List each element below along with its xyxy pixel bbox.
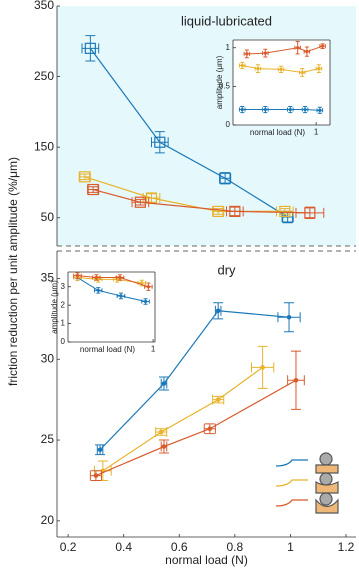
y-tick-label: 0 (61, 337, 66, 346)
marker (260, 365, 265, 370)
marker (229, 205, 241, 218)
marker (286, 314, 292, 320)
icon-curve (275, 499, 308, 507)
series-line (77, 277, 142, 284)
y-axis-label: friction reduction per unit amplitude (%… (6, 157, 20, 386)
x-axis-label: normal load (N) (80, 345, 135, 354)
marker (158, 429, 164, 435)
marker (161, 444, 167, 449)
marker (263, 51, 267, 55)
icon-flat (315, 464, 339, 474)
x-tick-label: 1 (314, 127, 319, 136)
icon-groove (315, 480, 339, 494)
marker (96, 288, 100, 293)
series-line (99, 310, 290, 451)
y-tick-label: 0 (226, 120, 231, 129)
x-axis-label: normal load (N) (165, 553, 248, 567)
y-tick-label: 35 (41, 271, 55, 285)
marker (263, 107, 267, 112)
y-tick-label: 1 (61, 319, 66, 328)
x-tick-label: 1.2 (338, 540, 355, 554)
marker (219, 172, 231, 184)
y-tick-label: 25 (41, 432, 55, 446)
legend-icons (275, 452, 339, 514)
marker (87, 183, 99, 196)
marker (256, 66, 260, 71)
marker (321, 44, 325, 48)
icon-curve (275, 459, 308, 467)
series-line (89, 47, 288, 218)
marker (240, 63, 244, 68)
series-line (77, 275, 149, 288)
y-tick-label: 250 (34, 69, 54, 83)
marker (305, 49, 309, 54)
marker (293, 377, 299, 383)
marker (212, 205, 224, 218)
x-axis-label: normal load (N) (250, 128, 305, 137)
icon-curve (275, 479, 308, 487)
series-line (92, 188, 310, 214)
marker (154, 136, 166, 148)
panel-label: liquid-lubricated (181, 13, 272, 28)
y-tick-label: 3 (61, 282, 66, 291)
marker (161, 381, 167, 386)
y-tick-label: 1 (226, 43, 231, 52)
marker (279, 67, 283, 71)
y-tick-label: 0.5 (219, 81, 231, 90)
x-tick-label: 1 (287, 540, 294, 554)
marker (119, 294, 123, 298)
marker (215, 308, 221, 314)
marker (245, 52, 249, 56)
marker (304, 207, 316, 219)
x-tick-label: 0.4 (115, 540, 132, 554)
marker (143, 299, 148, 304)
marker (215, 397, 221, 402)
icon-ball (319, 492, 333, 506)
y-tick-label: 50 (41, 210, 55, 224)
marker (279, 205, 291, 218)
y-tick-label: 350 (34, 0, 54, 12)
y-tick-label: 150 (34, 139, 54, 153)
marker (288, 107, 292, 112)
marker (240, 107, 244, 112)
x-tick-label: 0.2 (60, 540, 77, 554)
y-tick-label: 30 (41, 351, 55, 365)
series-line (95, 379, 297, 477)
marker (303, 107, 307, 112)
marker (207, 426, 213, 432)
marker (93, 473, 99, 478)
icon-ball (319, 472, 333, 486)
x-error-bar (295, 207, 325, 218)
marker (317, 66, 321, 71)
marker (318, 108, 322, 112)
marker (84, 42, 96, 54)
marker (134, 196, 146, 208)
y-axis-label: amplitude (μm) (215, 55, 224, 109)
panel-label: dry (217, 262, 236, 277)
y-axis-label: amplitude (μm) (50, 280, 59, 334)
marker (296, 46, 300, 50)
marker (146, 285, 150, 289)
y-tick-label: 20 (41, 513, 55, 527)
marker (97, 447, 103, 453)
series-line (102, 366, 263, 472)
marker (75, 274, 80, 278)
x-tick-label: 0.6 (171, 540, 188, 554)
marker (94, 275, 98, 280)
icon-ball (319, 452, 333, 466)
x-tick-label: 0.8 (227, 540, 244, 554)
y-tick-label: 2 (61, 300, 66, 309)
marker (79, 171, 91, 183)
marker (300, 70, 304, 75)
icon-cup (315, 498, 339, 514)
series-line (77, 277, 146, 302)
x-tick-label: 1 (151, 344, 156, 353)
marker (118, 275, 122, 280)
